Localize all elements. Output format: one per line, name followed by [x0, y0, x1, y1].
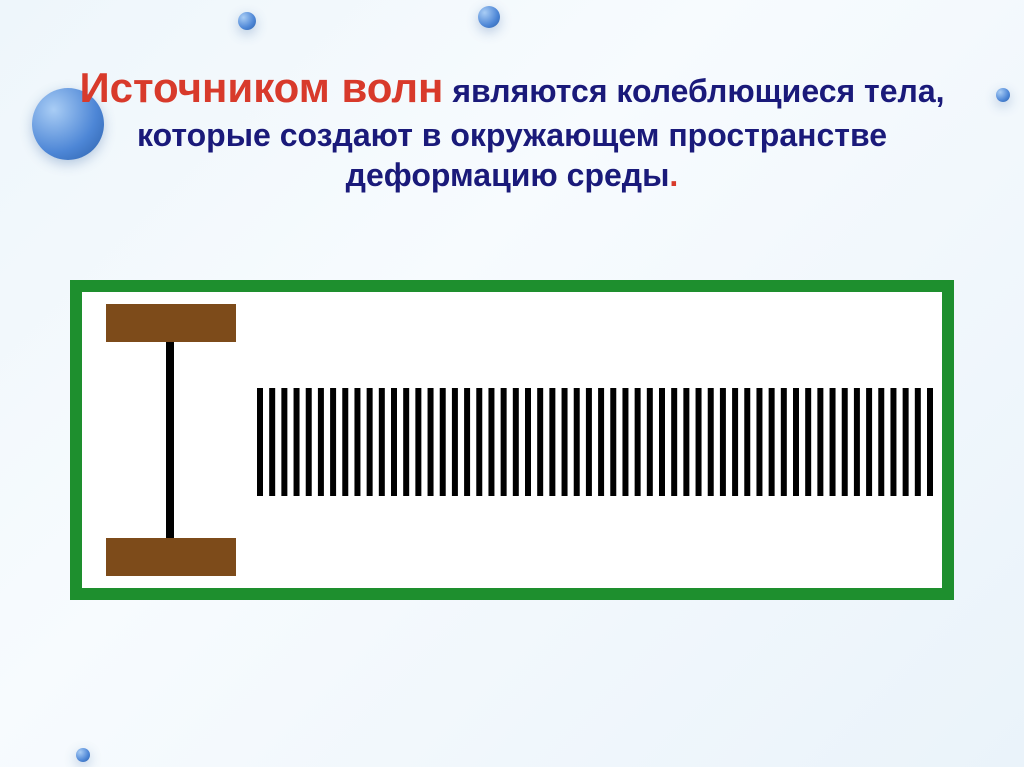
decorative-orb — [76, 748, 90, 762]
decorative-orb — [478, 6, 500, 28]
title-highlight: Источником волн — [79, 64, 443, 111]
slide-title: Источником волн являются колеблющиеся те… — [0, 62, 1024, 195]
wave-source-diagram — [70, 280, 954, 600]
decorative-orb — [238, 12, 256, 30]
title-trailing-dot: . — [669, 157, 678, 193]
